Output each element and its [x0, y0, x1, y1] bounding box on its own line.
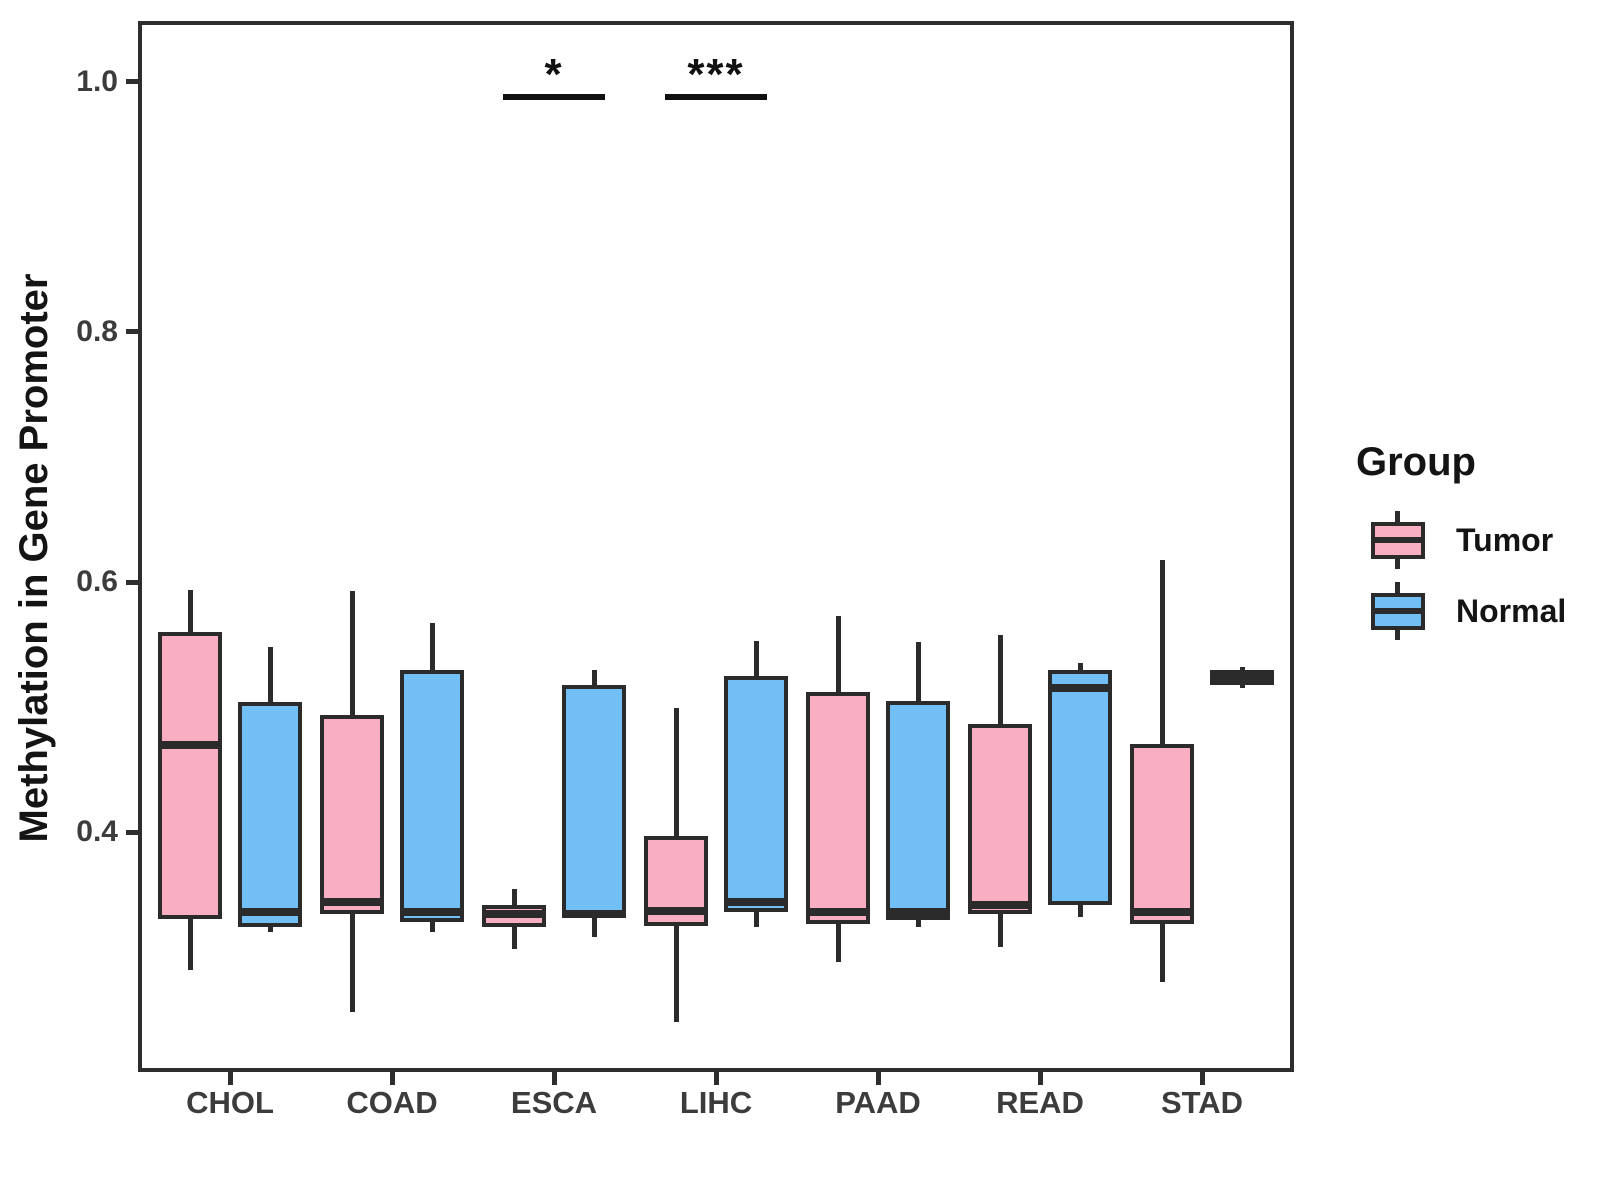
x-tick-label-lihc: LIHC	[679, 1085, 753, 1120]
box-esca-normal	[562, 684, 626, 918]
median-paad-normal	[886, 908, 950, 917]
x-tick-mark	[875, 1070, 881, 1085]
box-paad-tumor	[806, 692, 870, 924]
box-lihc-normal	[724, 675, 788, 913]
median-esca-tumor	[482, 909, 546, 918]
legend-median	[1371, 608, 1425, 614]
median-coad-tumor	[320, 898, 384, 907]
x-tick-mark	[1037, 1070, 1043, 1085]
median-stad-normal	[1210, 673, 1274, 682]
x-tick-mark	[1199, 1070, 1205, 1085]
median-stad-tumor	[1130, 908, 1194, 917]
box-chol-normal	[238, 702, 302, 928]
significance-label-lihc: ***	[687, 50, 745, 100]
x-tick-label-read: READ	[996, 1085, 1084, 1120]
x-tick-label-paad: PAAD	[835, 1085, 921, 1120]
box-coad-normal	[400, 669, 464, 923]
median-lihc-normal	[724, 898, 788, 907]
median-coad-normal	[400, 908, 464, 917]
y-tick-label: 1.0	[76, 64, 118, 98]
legend-title: Group	[1356, 440, 1476, 484]
y-tick-mark	[126, 329, 140, 335]
box-read-normal	[1048, 669, 1112, 905]
x-tick-mark	[551, 1070, 557, 1085]
box-read-tumor	[968, 723, 1032, 914]
significance-bar-lihc	[665, 94, 767, 101]
median-read-tumor	[968, 900, 1032, 909]
x-tick-label-coad: COAD	[346, 1085, 438, 1120]
box-stad-tumor	[1130, 743, 1194, 924]
y-tick-label: 0.4	[76, 815, 118, 849]
y-tick-mark	[126, 79, 140, 85]
x-tick-mark	[713, 1070, 719, 1085]
legend-item-tumor: Tumor	[1348, 510, 1598, 570]
x-tick-label-chol: CHOL	[186, 1085, 274, 1120]
boxplot-key-icon	[1358, 581, 1438, 641]
median-lihc-tumor	[644, 907, 708, 916]
significance-bar-esca	[503, 94, 605, 101]
median-chol-normal	[238, 908, 302, 917]
x-tick-label-stad: STAD	[1160, 1085, 1244, 1120]
significance-label-esca: *	[544, 50, 564, 100]
legend: Group Tumor Normal	[1348, 440, 1598, 670]
y-tick-mark	[126, 829, 140, 835]
legend-median	[1371, 537, 1425, 543]
legend-label-tumor: Tumor	[1456, 522, 1554, 558]
y-tick-mark	[126, 579, 140, 585]
box-coad-tumor	[320, 714, 384, 914]
legend-item-normal: Normal	[1348, 581, 1598, 641]
median-esca-normal	[562, 909, 626, 918]
median-chol-tumor	[158, 740, 222, 749]
x-tick-mark	[227, 1070, 233, 1085]
x-tick-mark	[389, 1070, 395, 1085]
y-tick-label: 0.8	[76, 314, 118, 348]
legend-label-normal: Normal	[1456, 593, 1567, 629]
y-tick-label: 0.6	[76, 565, 118, 599]
box-chol-tumor	[158, 632, 222, 919]
box-paad-normal	[886, 700, 950, 920]
x-tick-label-esca: ESCA	[510, 1085, 598, 1120]
median-paad-tumor	[806, 908, 870, 917]
boxplot-key-icon	[1358, 510, 1438, 570]
median-read-normal	[1048, 684, 1112, 693]
